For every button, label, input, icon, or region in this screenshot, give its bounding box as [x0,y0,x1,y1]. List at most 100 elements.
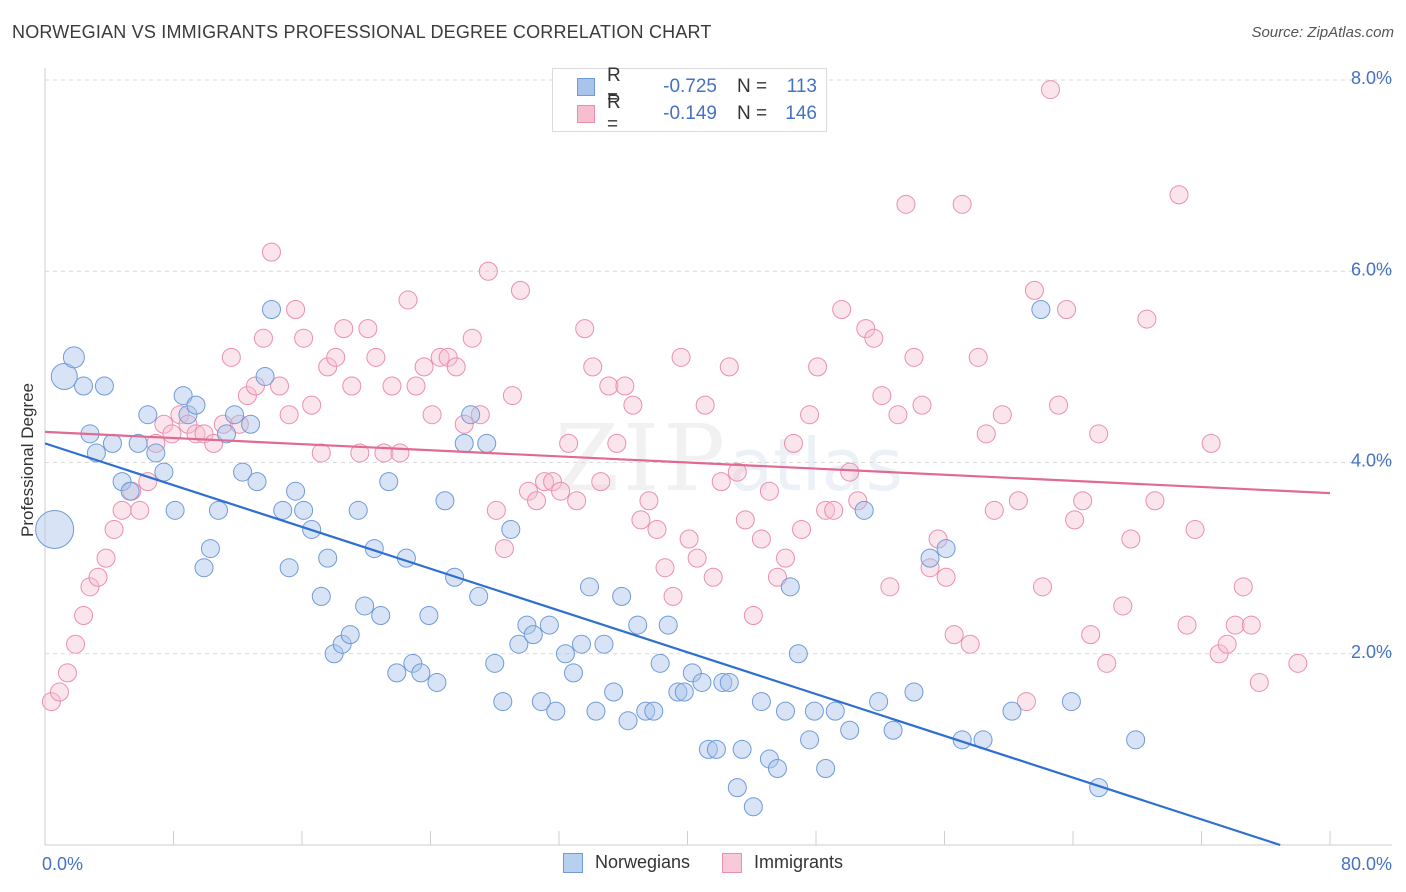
norwegians-point [279,558,299,578]
immigrants-point [615,376,635,396]
legend-swatch-norwegians [562,852,583,873]
immigrants-point [104,519,124,539]
norwegians-point [825,701,845,721]
immigrants-point [655,558,675,578]
immigrants-point [358,319,378,339]
legend-item-norwegians[interactable]: Norwegians [562,852,690,873]
immigrants-point [575,319,595,339]
norwegians-point [509,634,529,654]
immigrants-point [816,500,836,520]
norwegians-point [1002,701,1022,721]
immigrants-point [1121,529,1141,549]
immigrants-point [374,443,394,463]
immigrants-point [1233,577,1253,597]
immigrants-point [1089,424,1109,444]
immigrants-point [80,577,100,597]
norwegians-point [580,577,600,597]
norwegians-point [225,405,245,425]
immigrants-point [261,242,281,262]
immigrants-point [824,500,844,520]
norwegians-point [294,500,314,520]
norwegians-point [788,644,808,664]
legend-item-immigrants[interactable]: Immigrants [722,852,843,873]
immigrants-point [130,500,150,520]
norwegians-point [650,653,670,673]
norwegians-point [904,682,924,702]
norwegians-point [1089,778,1109,798]
immigrants-point [502,386,522,406]
norwegians-point [1031,300,1051,319]
immigrants-point [759,481,779,501]
immigrants-point [784,433,804,453]
immigrants-point [1209,644,1229,664]
immigrants-point [318,357,338,377]
immigrants-point [1024,280,1044,300]
norwegians-point [816,759,836,778]
immigrants-point [775,548,795,568]
immigrants-point [446,357,466,377]
norwegians-point [531,692,551,712]
immigrants-point [1137,309,1157,329]
immigrants-point [170,405,190,425]
norwegians-point [743,797,763,817]
immigrants-point [1177,615,1197,635]
immigrants-point [1249,672,1269,692]
norwegians-point [477,433,497,453]
immigrants-point [800,405,820,425]
immigrants-point [88,567,108,587]
norwegians-point [1126,730,1146,750]
immigrants-point [928,529,948,549]
immigrants-point [880,577,900,597]
immigrants-point [792,519,812,539]
immigrants-point [1217,634,1237,654]
norwegians-point [340,625,360,645]
norwegians-point [427,672,447,692]
norwegians-point [173,386,193,406]
immigrants-point [1016,692,1036,712]
immigrants-point [1241,615,1261,635]
immigrants-point [671,347,691,367]
immigrants-point [679,529,699,549]
immigrants-point [872,386,892,406]
immigrants-point [896,194,916,214]
norwegians-point [563,663,583,683]
norwegians-trend-line [44,442,1281,847]
immigrants-point [270,376,290,396]
immigrants-point [1169,185,1189,205]
norwegians-point [165,500,185,520]
immigrants-point [414,357,434,377]
norwegians-point [355,596,375,616]
immigrants-point [221,347,241,367]
immigrants-point [703,567,723,587]
immigrants-point [888,405,908,425]
norwegians-point [286,481,306,501]
norwegians-point [112,472,132,492]
legend-r-label: R = [607,65,621,108]
immigrants-point [478,261,498,281]
norwegians-point [936,539,956,559]
x-tick-label: 80.0% [1341,854,1392,874]
immigrants-point [494,539,514,559]
immigrants-point [647,519,667,539]
immigrants-point [687,548,707,568]
immigrants-point [1057,300,1077,319]
legend-swatch-immigrants [722,852,743,873]
legend-swatch-norwegians [577,78,595,96]
norwegians-point [128,433,148,453]
legend-r-label: R = [607,92,621,135]
norwegians-point [332,634,352,654]
norwegians-point [154,462,174,482]
immigrants-point [543,472,563,492]
norwegians-point [555,644,575,664]
immigrants-point [607,433,627,453]
immigrants-point [1041,80,1061,100]
norwegians-point [767,759,787,778]
norwegians-point [682,663,702,683]
series-legend: Norwegians Immigrants [0,852,1406,873]
legend-n-value: 146 [785,103,817,124]
legend-n-label: N = [737,103,768,124]
norwegians-point [178,405,198,425]
norwegians-point [371,606,391,625]
norwegians-point [594,634,614,654]
immigrants-point [567,491,587,511]
